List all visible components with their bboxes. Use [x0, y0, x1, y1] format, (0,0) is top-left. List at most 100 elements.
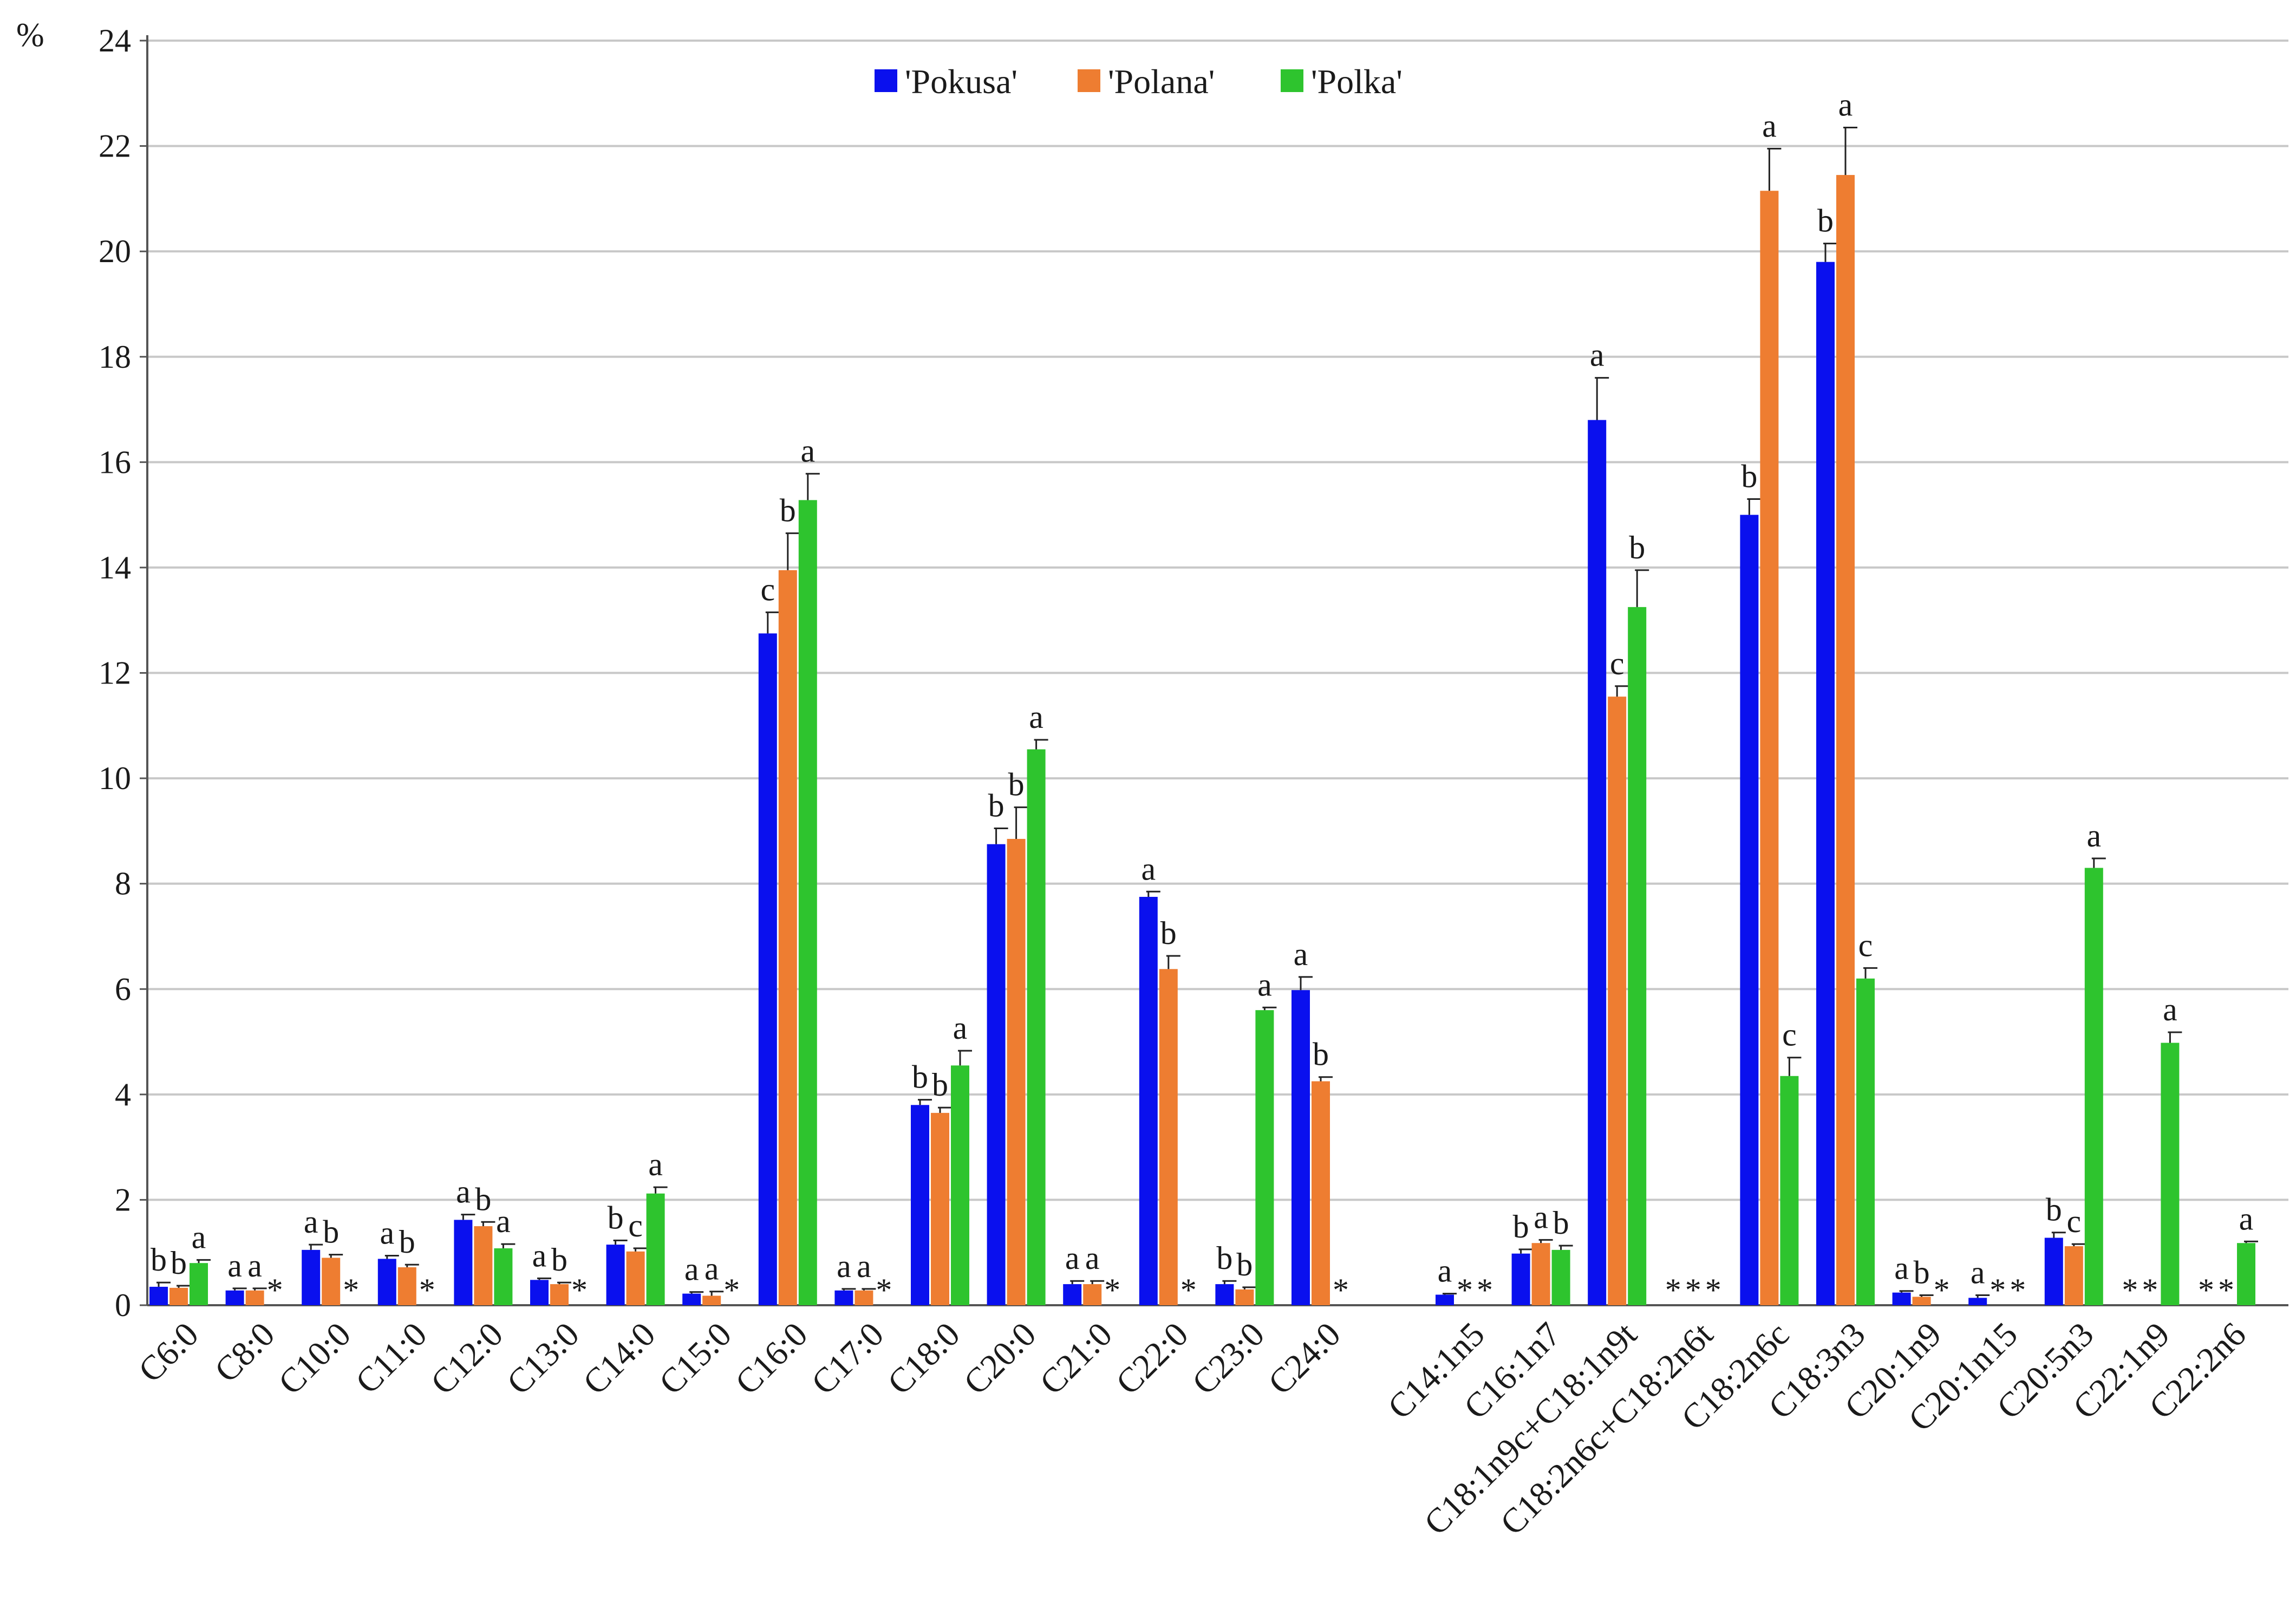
bar: [1139, 896, 1158, 1305]
bar: [1912, 1297, 1931, 1305]
significance-letter: a: [192, 1219, 206, 1255]
bar: [1235, 1289, 1254, 1305]
significance-letter: a: [684, 1252, 699, 1287]
significance-letter: b: [1313, 1037, 1329, 1072]
bar: [454, 1220, 473, 1305]
significance-letter: b: [1553, 1205, 1569, 1241]
not-detected-marker: *: [2198, 1272, 2214, 1308]
bar: [987, 844, 1006, 1305]
significance-letter: a: [1085, 1240, 1100, 1276]
bar: [2064, 1246, 2083, 1305]
y-tick-label: 16: [99, 444, 131, 480]
bar: [2044, 1238, 2063, 1305]
not-detected-marker: *: [1477, 1272, 1493, 1308]
not-detected-marker: *: [1104, 1272, 1120, 1308]
not-detected-marker: *: [1333, 1272, 1349, 1308]
significance-letter: a: [1294, 936, 1308, 972]
not-detected-marker: *: [2010, 1272, 2026, 1308]
significance-letter: b: [1513, 1209, 1529, 1245]
significance-letter: a: [496, 1203, 511, 1239]
significance-letter: a: [837, 1248, 851, 1284]
bar: [530, 1280, 549, 1305]
x-tick-label: C22:0: [1108, 1315, 1196, 1402]
significance-letter: a: [227, 1248, 242, 1284]
bar: [190, 1263, 208, 1305]
bar: [494, 1248, 513, 1305]
significance-letter: b: [1817, 203, 1834, 239]
bar: [550, 1284, 569, 1305]
x-tick-label: C21:0: [1032, 1315, 1119, 1402]
significance-letter: b: [323, 1214, 339, 1250]
y-tick-label: 24: [99, 23, 131, 58]
significance-letter: b: [551, 1242, 568, 1278]
bar: [2084, 868, 2103, 1305]
significance-letter: c: [1858, 927, 1873, 963]
significance-letter: a: [857, 1248, 871, 1284]
bar: [1780, 1076, 1799, 1305]
bar: [702, 1295, 721, 1305]
significance-letter: a: [380, 1215, 394, 1251]
significance-letter: b: [1216, 1240, 1232, 1276]
significance-letter: a: [1838, 87, 1853, 123]
bar: [322, 1258, 341, 1305]
axes: [140, 35, 2288, 1306]
y-tick-label: 14: [99, 550, 131, 585]
bar: [606, 1245, 625, 1305]
bar: [1436, 1294, 1454, 1305]
bar: [1083, 1284, 1102, 1305]
not-detected-marker: *: [2142, 1272, 2158, 1308]
x-tick-label: C14:0: [576, 1315, 663, 1402]
not-detected-marker: *: [2218, 1272, 2234, 1308]
bar: [1836, 175, 1855, 1305]
significance-letter: a: [953, 1010, 968, 1046]
bar: [626, 1251, 645, 1305]
significance-letter: a: [1894, 1251, 1909, 1286]
legend-swatch: [1281, 69, 1303, 92]
significance-letter: b: [1741, 458, 1757, 494]
bar: [646, 1193, 665, 1305]
legend-label: 'Polana': [1108, 62, 1215, 101]
bar: [1312, 1081, 1330, 1305]
not-detected-marker: *: [876, 1272, 892, 1308]
significance-letter: b: [780, 493, 796, 529]
bar: [834, 1290, 853, 1305]
bar: [1740, 515, 1759, 1305]
significance-letter: a: [456, 1174, 471, 1210]
bar: [1608, 696, 1627, 1305]
bar: [1588, 420, 1607, 1305]
y-tick-label: 20: [99, 233, 131, 269]
significance-letter: b: [608, 1200, 624, 1235]
legend-swatch: [1078, 69, 1100, 92]
y-tick-label: 18: [99, 339, 131, 375]
significance-letter: b: [1629, 530, 1645, 565]
significance-letter: c: [1782, 1017, 1797, 1053]
x-tick-label: C8:0: [207, 1315, 282, 1390]
significance-letter: c: [628, 1208, 643, 1243]
bar: [1292, 990, 1310, 1305]
significance-letter: b: [1008, 767, 1025, 803]
bar: [1063, 1284, 1082, 1305]
bar: [1892, 1292, 1911, 1305]
significance-letter: a: [1141, 851, 1156, 887]
significance-letter: a: [1257, 967, 1272, 1002]
bar: [397, 1267, 416, 1305]
bar: [855, 1290, 873, 1305]
y-tick-label: 22: [99, 128, 131, 164]
significance-letter: a: [1029, 699, 1043, 735]
x-tick-label: C20:0: [956, 1315, 1043, 1402]
legend: 'Pokusa' 'Polana' 'Polka': [875, 62, 1403, 101]
significance-letter: b: [171, 1245, 187, 1281]
bar: [474, 1226, 493, 1305]
bar: [1511, 1253, 1530, 1305]
bar: [1551, 1249, 1570, 1305]
x-tick-label: C24:0: [1261, 1315, 1348, 1402]
y-axis-label: %: [16, 17, 44, 54]
x-tick-label: C16:0: [728, 1315, 815, 1402]
x-tick-label: C23:0: [1184, 1315, 1271, 1402]
significance-letter: b: [932, 1067, 948, 1103]
not-detected-marker: *: [1934, 1272, 1950, 1308]
bar: [1968, 1298, 1987, 1305]
significance-letter: c: [2066, 1203, 2081, 1239]
not-detected-marker: *: [1180, 1272, 1197, 1308]
